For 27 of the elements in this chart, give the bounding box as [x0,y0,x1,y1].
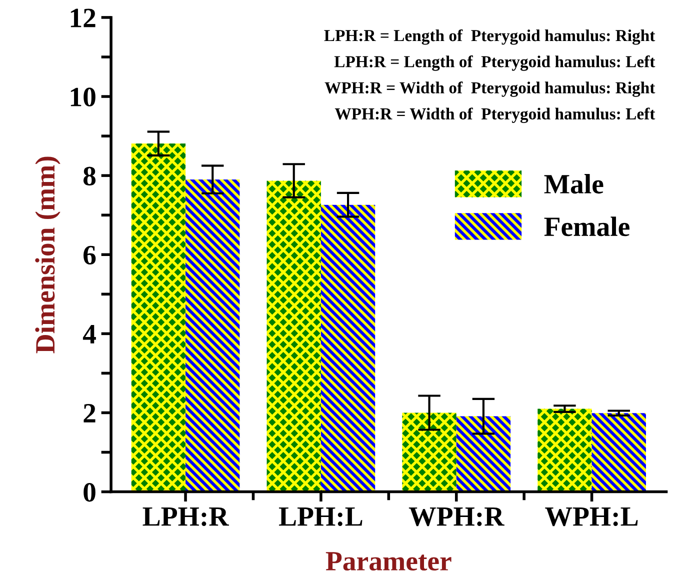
x-tick-label: LPH:R [142,507,229,526]
bar [266,180,321,492]
y-tick-label: 6 [84,246,96,265]
legend-label: Male [544,174,604,194]
y-axis-title: Dimension (mm) [35,156,60,354]
annotation: LPH:R = Length of Pterygoid hamulus: Right [324,29,656,45]
x-tick-label: LPH:L [278,507,362,526]
bar [456,416,511,492]
bar [592,413,646,492]
annotation: WPH:R = Width of Pterygoid hamulus: Left [334,108,656,123]
annotation: WPH:R = Width of Pterygoid hamulus: Right [324,81,656,97]
legend-label: Female [544,216,630,236]
x-axis-title: Parameter [326,552,452,571]
bar [538,408,592,492]
y-tick-label: 0 [84,482,96,502]
y-tick-label: 4 [82,325,96,344]
bar [402,412,456,492]
y-tick-label: 2 [84,404,96,422]
y-tick-label: 12 [70,8,96,28]
x-tick-label: WPH:R [408,507,504,526]
y-tick-label: 8 [83,166,96,186]
y-tick-label: 10 [70,88,96,106]
x-tick-label: WPH:L [545,507,638,526]
bar [320,204,376,492]
bar [131,144,186,492]
bar [186,180,240,492]
annotation: LPH:R = Length of Pterygoid hamulus: Left [334,55,656,71]
